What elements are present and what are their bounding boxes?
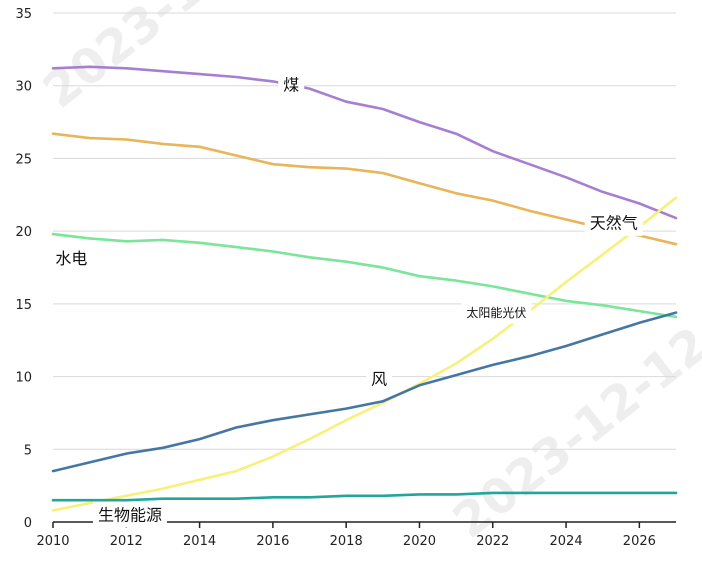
grid-lines (53, 12, 676, 450)
y-tick-label: 15 (15, 298, 32, 313)
y-tick-label: 35 (15, 7, 32, 22)
series-label-box (461, 301, 532, 324)
series-label: 生物能源 (98, 505, 162, 524)
series-label-box (584, 209, 643, 236)
series-label: 天然气 (590, 214, 638, 233)
y-tick-label: 25 (15, 152, 32, 167)
series-line-1 (51, 132, 678, 246)
watermark-text: 2023-12-12 (443, 316, 702, 549)
series-lines (51, 65, 678, 512)
series-label: 煤 (283, 76, 299, 95)
y-tick-label: 30 (15, 80, 32, 95)
series-line-0 (51, 65, 678, 220)
series-label: 风 (371, 370, 387, 389)
x-tick-label: 2014 (183, 534, 216, 549)
series-label-box (366, 365, 393, 392)
series-label-box (92, 501, 167, 528)
series-label: 水电 (55, 249, 87, 268)
y-tick-label: 10 (15, 371, 32, 386)
x-tick-label: 2012 (110, 534, 143, 549)
axes: 0 5 10 15 20 25 30 35 2010 2012 2014 2016 2018 2020 20… (15, 7, 676, 549)
y-tick-label: 0 (24, 516, 32, 531)
series-label-box (50, 245, 93, 272)
y-tick-label: 5 (24, 443, 32, 458)
series-label: 太阳能光伏 (466, 305, 526, 320)
series-line-3 (51, 196, 678, 512)
series-line-5 (51, 491, 678, 502)
series-line-4 (51, 311, 678, 473)
x-tick-label: 2018 (330, 534, 363, 549)
series-line-2 (51, 232, 678, 319)
x-tick-label: 2026 (623, 534, 656, 549)
x-tick-label: 2020 (403, 534, 436, 549)
x-tick-label: 2022 (476, 534, 509, 549)
x-tick-label: 2016 (256, 534, 289, 549)
x-tick-label: 2010 (36, 534, 69, 549)
x-tick-label: 2024 (550, 534, 583, 549)
series-label-box (278, 71, 305, 98)
watermark-text: 2023-12-12 (33, 0, 309, 119)
y-tick-label: 20 (15, 225, 32, 240)
